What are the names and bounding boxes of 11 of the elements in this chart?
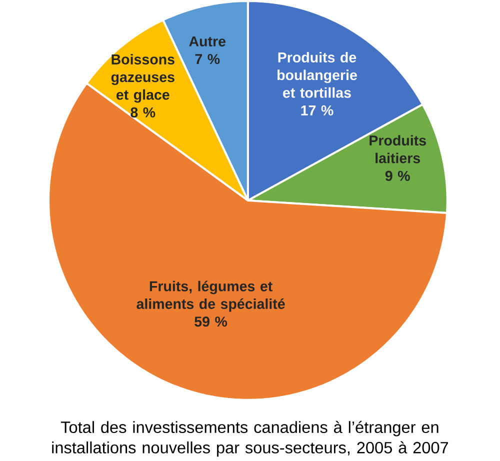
slice-label: Autre xyxy=(189,36,226,46)
slice-label: Boissons gazeuses et glace xyxy=(111,54,174,103)
slice-label: Produits laitiers xyxy=(370,135,426,164)
data-label: 17 % xyxy=(301,105,334,116)
slice-label: Produits de boulangerie et tortillas xyxy=(278,52,357,98)
data-label: 7 % xyxy=(195,54,220,64)
data-label: 9 % xyxy=(385,170,410,181)
slice-label: Fruits, légumes et aliments de spécialité xyxy=(136,280,285,312)
data-label: 59 % xyxy=(194,316,228,327)
data-label: 8 % xyxy=(130,107,156,118)
text: Total des investissements canadiens à l’étranger en installations nouvelles par sous-secteurs, 2005 à 2007 xyxy=(52,420,448,457)
